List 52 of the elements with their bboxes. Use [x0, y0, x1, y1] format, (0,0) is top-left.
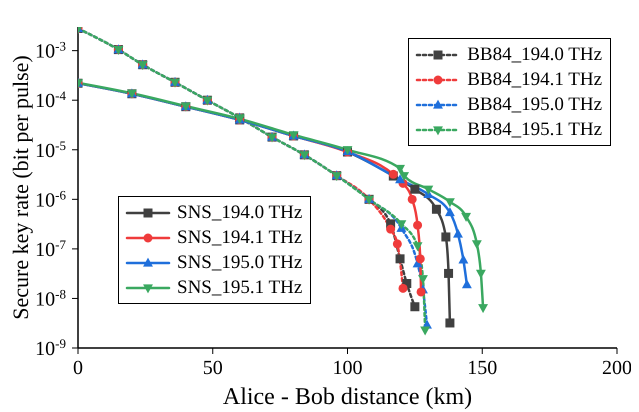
- x-tick-label: 150: [467, 357, 498, 379]
- point: [412, 242, 423, 252]
- point: [408, 194, 417, 204]
- y-tick-label: 10$^{-5}$: [35, 137, 66, 162]
- point: [396, 254, 405, 264]
- y-tick-label: 10$^{-3}$: [35, 38, 66, 63]
- y-tick-label: 10$^{-6}$: [35, 186, 66, 212]
- legend-label: SNS_194.0 THz: [177, 202, 302, 224]
- x-tick-label: 100: [332, 357, 362, 379]
- point: [461, 212, 472, 222]
- legend-label: SNS_195.0 THz: [177, 252, 302, 274]
- point: [410, 184, 420, 194]
- point: [444, 268, 454, 278]
- point: [413, 220, 422, 230]
- legend-label: BB84_195.1 THz: [467, 118, 602, 140]
- x-tick-label: 0: [73, 357, 83, 379]
- x-tick-label: 200: [602, 357, 632, 379]
- point: [445, 318, 454, 328]
- legend-label: BB84_194.1 THz: [467, 68, 602, 90]
- point: [458, 254, 468, 264]
- point: [396, 220, 406, 230]
- point: [395, 164, 406, 174]
- y-tick-label: 10$^{-7}$: [35, 236, 66, 261]
- legend-label: BB84_194.0 THz: [467, 44, 602, 66]
- y-axis-title: Secure key rate (bit per pulse): [8, 55, 33, 320]
- point: [444, 198, 455, 208]
- point: [462, 279, 472, 288]
- legend-label: SNS_195.1 THz: [177, 276, 302, 298]
- legend-label: BB84_195.0 THz: [467, 94, 602, 116]
- point: [399, 172, 410, 182]
- point: [392, 239, 402, 248]
- point: [423, 186, 434, 195]
- point: [420, 326, 430, 336]
- point: [410, 302, 420, 312]
- point: [432, 204, 441, 214]
- point: [478, 304, 488, 314]
- point: [398, 284, 408, 293]
- y-tick-label: 10$^{-9}$: [35, 336, 66, 360]
- point: [416, 254, 425, 264]
- point: [472, 240, 482, 250]
- point: [444, 207, 455, 216]
- point: [416, 287, 426, 296]
- point: [453, 228, 463, 238]
- x-axis-title: Alice - Bob distance (km): [222, 384, 472, 410]
- point: [395, 174, 406, 184]
- point: [418, 275, 428, 284]
- point: [441, 232, 450, 242]
- point: [386, 224, 396, 234]
- x-tick-label: 50: [202, 357, 223, 379]
- y-tick-label: 10$^{-4}$: [35, 88, 66, 112]
- y-tick-label: 10$^{-8}$: [35, 286, 66, 310]
- legend-label: SNS_194.1 THz: [177, 226, 302, 248]
